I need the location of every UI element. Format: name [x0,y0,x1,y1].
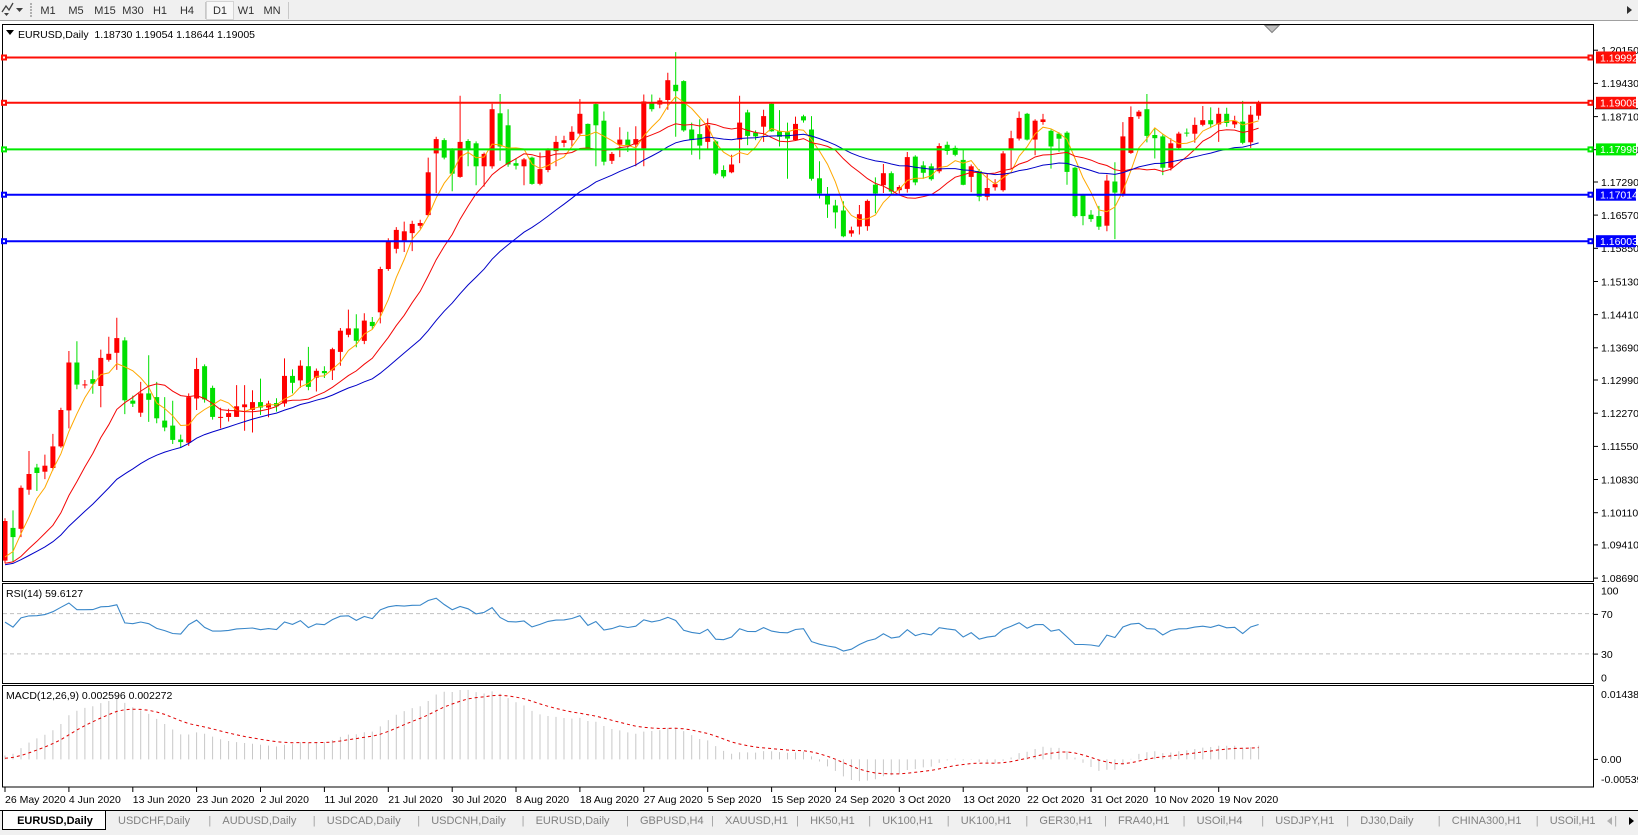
svg-text:|: | [947,815,950,827]
svg-text:MN: MN [263,5,280,17]
svg-text:1.08690: 1.08690 [1601,573,1638,585]
svg-text:EURUSD,Daily 1.18730 1.19054: EURUSD,Daily 1.18730 1.19054 1.18644 1.1… [18,29,255,41]
svg-text:5 Sep 2020: 5 Sep 2020 [708,794,762,806]
svg-text:21 Jul 2020: 21 Jul 2020 [388,794,442,806]
svg-text:|: | [417,815,420,827]
svg-text:22 Oct 2020: 22 Oct 2020 [1027,794,1084,806]
svg-text:UK100,H1: UK100,H1 [961,815,1012,827]
svg-text:USDJPY,H1: USDJPY,H1 [1275,815,1334,827]
svg-text:|: | [1025,815,1028,827]
svg-text:100: 100 [1601,585,1619,597]
svg-text:1.12270: 1.12270 [1601,408,1638,420]
svg-text:M5: M5 [68,5,83,17]
svg-text:M15: M15 [94,5,115,17]
svg-text:USDCAD,Daily: USDCAD,Daily [327,815,401,827]
svg-text:|: | [522,815,525,827]
svg-text:0: 0 [1601,673,1607,685]
svg-text:RSI(14) 59.6127: RSI(14) 59.6127 [6,588,83,600]
svg-text:1.17290: 1.17290 [1601,177,1638,189]
svg-text:1.10110: 1.10110 [1601,508,1638,520]
svg-text:1.18710: 1.18710 [1601,111,1638,123]
svg-text:M30: M30 [122,5,143,17]
svg-text:|: | [1183,815,1186,827]
svg-text:M1: M1 [40,5,55,17]
svg-text:FRA40,H1: FRA40,H1 [1118,815,1169,827]
svg-text:|: | [1536,815,1539,827]
svg-text:1.14410: 1.14410 [1601,309,1638,321]
svg-text:|: | [868,815,871,827]
svg-text:EURUSD,Daily: EURUSD,Daily [17,815,94,827]
svg-text:W1: W1 [238,5,255,17]
svg-text:24 Sep 2020: 24 Sep 2020 [835,794,895,806]
svg-text:13 Oct 2020: 13 Oct 2020 [963,794,1020,806]
svg-text:1.19008: 1.19008 [1600,98,1638,110]
svg-text:GER30,H1: GER30,H1 [1039,815,1092,827]
svg-text:1.13690: 1.13690 [1601,343,1638,355]
svg-text:1.19430: 1.19430 [1601,78,1638,90]
svg-text:10 Nov 2020: 10 Nov 2020 [1155,794,1215,806]
svg-text:15 Sep 2020: 15 Sep 2020 [772,794,832,806]
svg-text:19 Nov 2020: 19 Nov 2020 [1219,794,1279,806]
svg-text:30: 30 [1601,649,1613,661]
svg-text:EURUSD,Daily: EURUSD,Daily [536,815,610,827]
svg-text:1.17998: 1.17998 [1600,144,1638,156]
svg-text:26 May 2020: 26 May 2020 [5,794,66,806]
svg-text:USDCNH,Daily: USDCNH,Daily [431,815,506,827]
svg-text:8 Aug 2020: 8 Aug 2020 [516,794,569,806]
svg-text:1.10830: 1.10830 [1601,474,1638,486]
svg-text:1.16570: 1.16570 [1601,210,1638,222]
svg-text:1.12990: 1.12990 [1601,375,1638,387]
svg-text:1.17014: 1.17014 [1600,190,1638,202]
svg-text:18 Aug 2020: 18 Aug 2020 [580,794,639,806]
svg-text:13 Jun 2020: 13 Jun 2020 [133,794,191,806]
svg-text:USOil,H1: USOil,H1 [1550,815,1596,827]
svg-text:|: | [796,815,799,827]
svg-text:1.15130: 1.15130 [1601,276,1638,288]
svg-text:USOil,H4: USOil,H4 [1197,815,1243,827]
svg-text:HK50,H1: HK50,H1 [810,815,855,827]
svg-text:|: | [1346,815,1349,827]
svg-text:23 Jun 2020: 23 Jun 2020 [197,794,255,806]
svg-text:H1: H1 [153,5,167,17]
svg-text:1.16003: 1.16003 [1600,236,1638,248]
svg-text:|: | [313,815,316,827]
svg-text:70: 70 [1601,609,1613,621]
svg-text:|: | [1614,815,1617,827]
svg-text:0.00: 0.00 [1601,754,1622,766]
svg-text:1.19992: 1.19992 [1600,52,1638,64]
svg-text:|: | [1261,815,1264,827]
svg-text:MACD(12,26,9) 0.002596 0.00227: MACD(12,26,9) 0.002596 0.002272 [6,690,173,702]
svg-text:-0.005396: -0.005396 [1601,774,1638,786]
svg-text:2 Jul 2020: 2 Jul 2020 [261,794,310,806]
svg-text:GBPUSD,H4: GBPUSD,H4 [640,815,704,827]
svg-text:D1: D1 [213,5,227,17]
svg-text:0.014384: 0.014384 [1601,689,1638,701]
svg-text:1.09410: 1.09410 [1601,540,1638,552]
svg-text:DJ30,Daily: DJ30,Daily [1360,815,1414,827]
svg-text:30 Jul 2020: 30 Jul 2020 [452,794,506,806]
svg-text:31 Oct 2020: 31 Oct 2020 [1091,794,1148,806]
svg-text:UK100,H1: UK100,H1 [882,815,933,827]
svg-text:|: | [711,815,714,827]
svg-text:XAUUSD,H1: XAUUSD,H1 [725,815,788,827]
svg-text:|: | [626,815,629,827]
svg-text:|: | [1104,815,1107,827]
svg-text:1.11550: 1.11550 [1601,441,1638,453]
svg-text:11 Jul 2020: 11 Jul 2020 [324,794,378,806]
svg-text:|: | [1438,815,1441,827]
svg-text:CHINA300,H1: CHINA300,H1 [1452,815,1522,827]
svg-text:|: | [208,815,211,827]
svg-text:AUDUSD,Daily: AUDUSD,Daily [222,815,296,827]
svg-text:H4: H4 [180,5,194,17]
svg-text:3 Oct 2020: 3 Oct 2020 [899,794,951,806]
svg-text:4 Jun 2020: 4 Jun 2020 [69,794,121,806]
svg-text:27 Aug 2020: 27 Aug 2020 [644,794,703,806]
svg-text:USDCHF,Daily: USDCHF,Daily [118,815,191,827]
